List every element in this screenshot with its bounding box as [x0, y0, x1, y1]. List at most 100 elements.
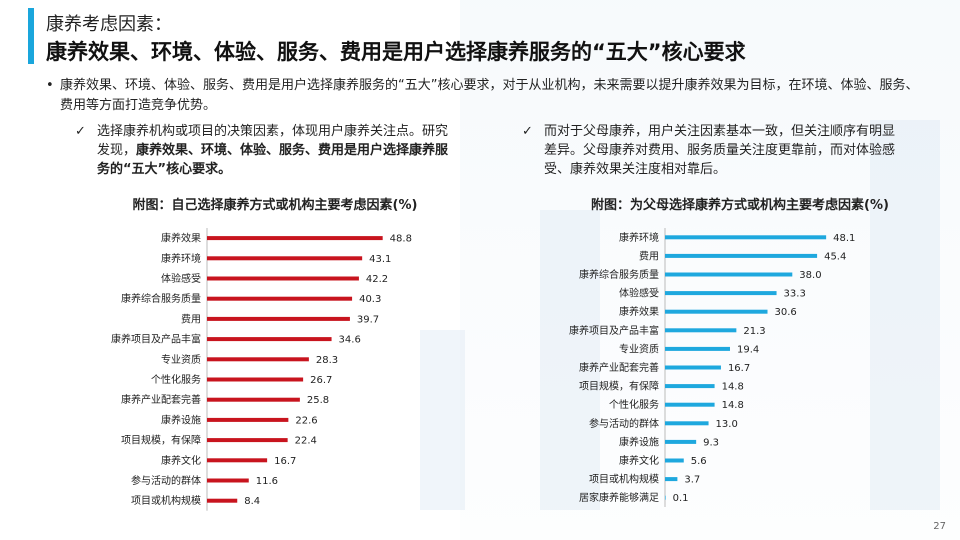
right-chart-bar [665, 253, 818, 258]
right-chart-category-label: 项目或机构规模 [589, 473, 659, 486]
right-chart-bar [665, 291, 777, 296]
right-key-point: ✓ 而对于父母康养，用户关注因素基本一致，但关注顺序有明显差异。父母康养对费用、… [522, 122, 900, 179]
left-chart-value-label: 28.3 [316, 355, 338, 366]
right-chart-value-label: 5.6 [691, 456, 707, 467]
right-chart-value-label: 9.3 [703, 437, 719, 448]
left-chart-category-label: 参与活动的群体 [131, 474, 201, 487]
check-icon: ✓ [75, 124, 86, 139]
left-chart-value-label: 39.7 [357, 314, 379, 325]
left-chart-category-label: 康养设施 [161, 413, 201, 426]
right-chart-bar [665, 495, 666, 500]
left-chart-category-label: 费用 [181, 312, 201, 325]
right-chart-value-label: 33.3 [784, 289, 806, 300]
left-chart-value-label: 16.7 [274, 456, 296, 467]
right-chart-value-label: 3.7 [684, 475, 700, 486]
left-chart-bar [207, 458, 268, 463]
right-chart-bar [665, 328, 737, 333]
left-chart-value-label: 25.8 [307, 395, 329, 406]
bullet-icon: • [46, 78, 54, 93]
summary-text: 康养效果、环境、体验、服务、费用是用户选择康养服务的“五大”核心要求，对于从业机… [60, 78, 919, 113]
left-chart-category-label: 专业资质 [161, 353, 201, 366]
left-chart-value-label: 22.4 [295, 436, 317, 447]
left-chart-value-label: 48.8 [390, 234, 412, 245]
right-bar-chart: 康养环境 48.1 费用 45.4 康养综合服务质量 38.0 体验感受 33.3 康养效果 30… [569, 228, 855, 507]
right-chart-category-label: 康养项目及产品丰富 [569, 324, 659, 337]
right-chart-category-label: 康养综合服务质量 [579, 268, 659, 281]
right-chart-category-label: 参与活动的群体 [589, 417, 659, 430]
background-decoration [460, 0, 960, 540]
right-chart-bar [665, 421, 709, 426]
right-chart-bar [665, 235, 827, 240]
summary-paragraph: • 康养效果、环境、体验、服务、费用是用户选择康养服务的“五大”核心要求，对于从… [46, 76, 920, 116]
left-chart-bar [207, 498, 238, 503]
left-chart-value-label: 26.7 [310, 375, 332, 386]
right-chart-category-label: 康养环境 [619, 231, 659, 244]
right-chart-bar [665, 309, 768, 314]
background-decoration [420, 330, 465, 510]
left-chart-value-label: 42.2 [366, 274, 388, 285]
left-chart-category-label: 康养项目及产品丰富 [111, 333, 201, 346]
left-chart-title: 附图：自己选择康养方式或机构主要考虑因素(%) [132, 198, 418, 213]
check-icon: ✓ [522, 124, 533, 139]
left-bar-chart: 康养效果 48.8 康养环境 43.1 体验感受 42.2 康养综合服务质量 40.3 费用 39… [111, 228, 412, 511]
right-chart-bar [665, 272, 793, 277]
left-chart-bar [207, 276, 359, 281]
left-chart-bar [207, 296, 353, 301]
right-chart-category-label: 居家康养能够满足 [579, 491, 659, 504]
left-chart-value-label: 40.3 [359, 294, 381, 305]
page-title: 康养效果、环境、体验、服务、费用是用户选择康养服务的“五大”核心要求 [46, 40, 746, 64]
right-chart-category-label: 康养产业配套完善 [579, 361, 659, 374]
right-chart-value-label: 16.7 [728, 363, 750, 374]
left-chart-category-label: 康养产业配套完善 [121, 393, 201, 406]
right-point-text: 而对于父母康养，用户关注因素基本一致，但关注顺序有明显差异。父母康养对费用、服务… [544, 124, 896, 177]
page-subtitle: 康养考虑因素： [46, 14, 172, 35]
left-chart-bar [207, 316, 350, 321]
left-chart-bar [207, 478, 249, 483]
left-chart-category-label: 康养综合服务质量 [121, 292, 201, 305]
left-chart-category-label: 康养环境 [161, 252, 201, 265]
left-point-bold-text: 康养效果、环境、体验、服务、费用是用户选择康养服务的“五大”核心要求。 [97, 143, 449, 177]
right-chart-category-label: 专业资质 [619, 342, 659, 355]
right-chart-value-label: 48.1 [833, 233, 855, 244]
left-chart-category-label: 项目或机构规模 [131, 494, 201, 507]
left-chart-value-label: 8.4 [244, 496, 260, 507]
left-chart-category-label: 项目规模，有保障 [121, 434, 201, 447]
left-point-text: 选择康养机构或项目的决策因素，体现用户康养关注点。研究发现， [97, 124, 449, 158]
background-decoration [540, 210, 600, 510]
title-accent-bar [28, 8, 34, 64]
left-chart-bar [207, 256, 363, 261]
right-chart-category-label: 费用 [639, 249, 659, 262]
right-chart-category-label: 康养设施 [619, 435, 659, 448]
left-key-point: ✓ 选择康养机构或项目的决策因素，体现用户康养关注点。研究发现，康养效果、环境、… [75, 122, 453, 179]
background-decoration [870, 120, 940, 510]
left-chart-value-label: 22.6 [295, 415, 317, 426]
right-chart-bar [665, 477, 678, 482]
right-chart-bar [665, 365, 721, 370]
right-chart-bar [665, 346, 730, 351]
left-chart-bar [207, 337, 332, 342]
right-chart-value-label: 38.0 [799, 270, 821, 281]
right-chart-bar [665, 384, 715, 389]
right-chart-value-label: 21.3 [743, 326, 765, 337]
right-chart-value-label: 14.8 [722, 400, 744, 411]
left-chart-bar [207, 417, 289, 422]
right-chart-category-label: 康养文化 [619, 454, 659, 467]
right-chart-value-label: 14.8 [722, 382, 744, 393]
left-chart-value-label: 43.1 [369, 254, 391, 265]
left-chart-category-label: 个性化服务 [151, 373, 201, 386]
right-chart-category-label: 项目规模，有保障 [579, 380, 659, 393]
left-chart-bar [207, 377, 304, 382]
left-chart-value-label: 34.6 [339, 335, 361, 346]
right-chart-value-label: 30.6 [775, 307, 797, 318]
left-chart-category-label: 体验感受 [161, 272, 201, 285]
left-chart-category-label: 康养文化 [161, 454, 201, 467]
right-chart-value-label: 13.0 [716, 419, 738, 430]
left-chart-bar [207, 438, 288, 443]
right-chart-bar [665, 439, 697, 444]
right-chart-value-label: 0.1 [673, 493, 689, 504]
right-chart-category-label: 康养效果 [619, 305, 659, 318]
left-chart-category-label: 康养效果 [161, 232, 201, 245]
right-chart-bar [665, 458, 684, 463]
page-number: 27 [933, 521, 946, 532]
left-chart-bar [207, 236, 383, 241]
